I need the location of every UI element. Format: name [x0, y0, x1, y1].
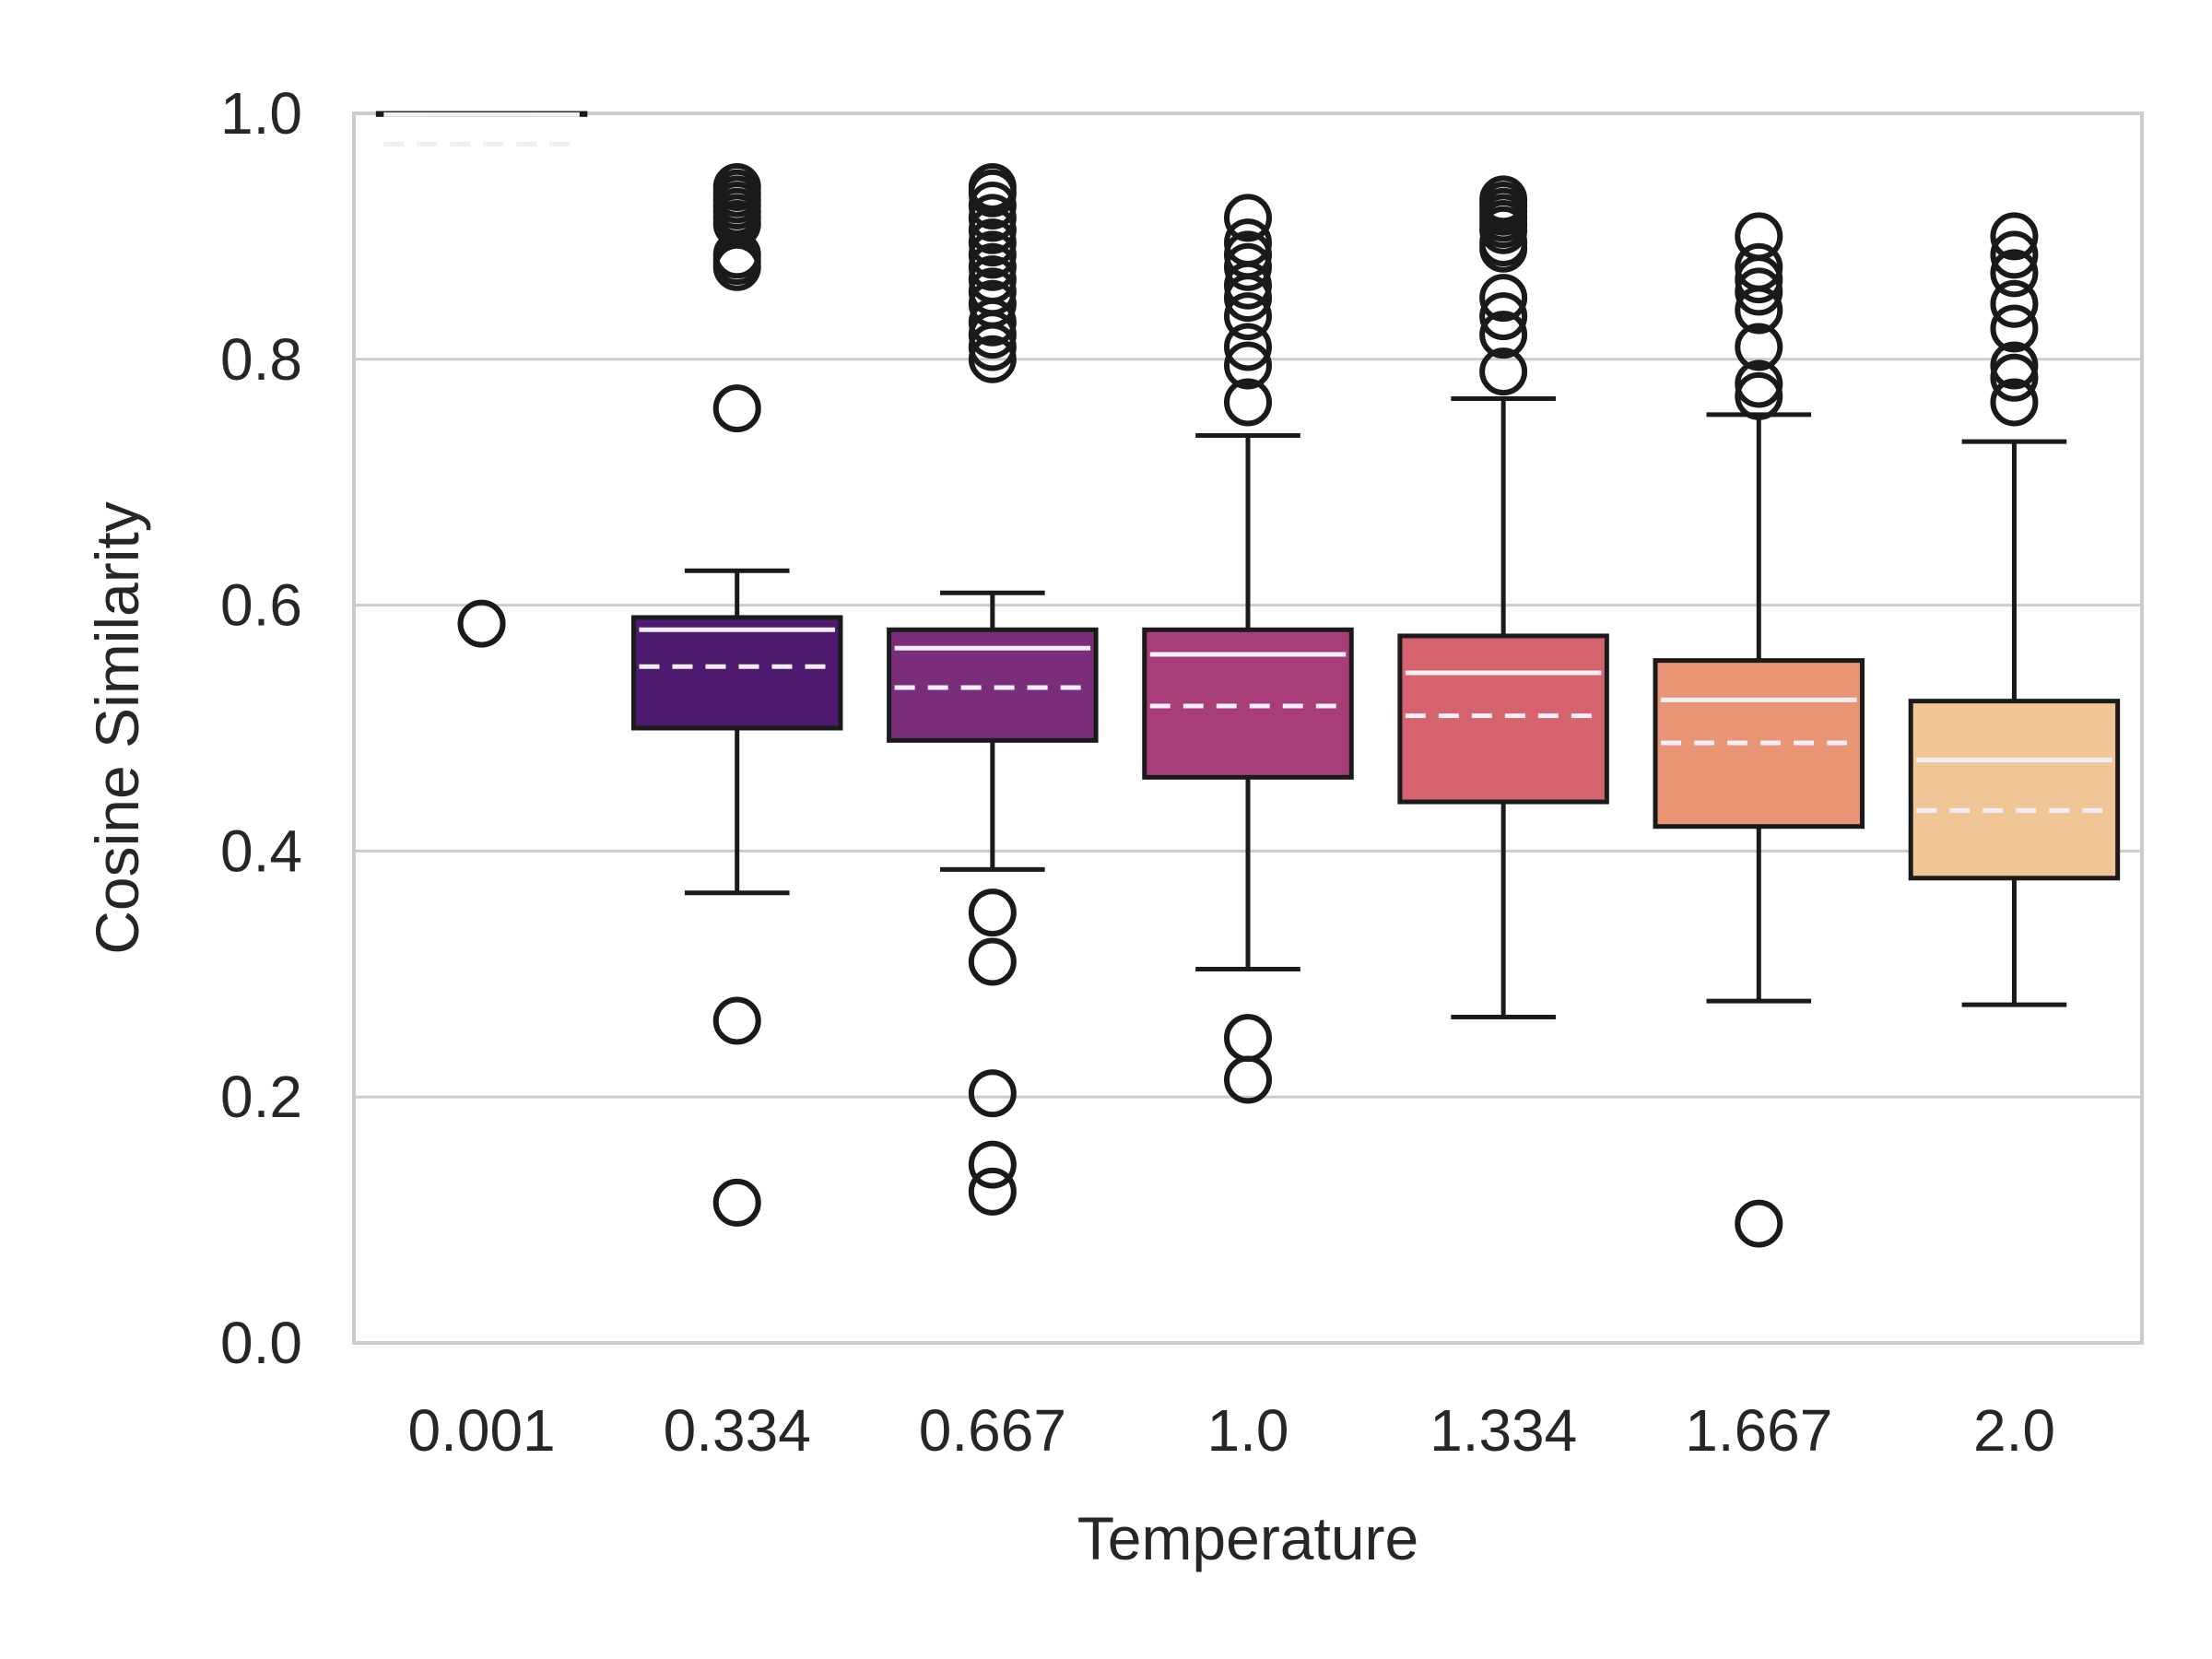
box-2.0 — [1908, 212, 2121, 1007]
outlier-point — [1990, 279, 2039, 328]
outlier-point — [1224, 218, 1272, 267]
x-tick-label: 0.667 — [919, 1397, 1066, 1464]
outlier-point — [1479, 274, 1528, 323]
outlier-point — [712, 163, 761, 212]
iqr-box — [1142, 627, 1354, 780]
outlier-point — [1224, 230, 1272, 279]
outlier-point — [1479, 311, 1528, 359]
outlier-point — [1224, 378, 1272, 427]
x-axis-label: Temperature — [1077, 1504, 1419, 1572]
outlier-point — [1990, 212, 2039, 261]
box-0.334 — [630, 163, 843, 1227]
outlier-point — [968, 1140, 1017, 1189]
x-tick-label: 1.0 — [1207, 1397, 1289, 1464]
outlier-point — [1990, 353, 2039, 402]
x-tick-labels: 0.001 0.334 0.667 1.0 1.334 1.667 2.0 — [407, 1397, 2054, 1464]
x-tick-label: 0.001 — [407, 1397, 555, 1464]
outlier-point — [968, 937, 1017, 986]
outlier-point — [968, 182, 1017, 230]
outlier-point — [968, 218, 1017, 267]
x-tick-label: 2.0 — [1973, 1397, 2055, 1464]
outlier-point — [1224, 242, 1272, 291]
outlier-point — [712, 996, 761, 1045]
outlier-point — [1224, 292, 1272, 341]
plot-frame — [352, 112, 2144, 1345]
outlier-point — [1735, 1199, 1783, 1248]
x-tick-label: 1.334 — [1430, 1397, 1577, 1464]
outlier-point — [968, 335, 1017, 383]
box-0.001 — [375, 111, 588, 648]
outlier-point — [968, 163, 1017, 212]
outlier-point — [712, 384, 761, 433]
outlier-point — [1990, 249, 2039, 298]
outlier-point — [968, 255, 1017, 304]
outlier-point — [1990, 304, 2039, 353]
boxes-group — [375, 111, 2121, 1248]
outlier-point — [1735, 242, 1783, 291]
iqr-box — [1397, 633, 1609, 805]
outlier-point — [1479, 347, 1528, 396]
y-tick-label: 0.2 — [220, 1064, 302, 1130]
y-tick-label: 0.4 — [220, 818, 302, 884]
outlier-point — [968, 1069, 1017, 1118]
outlier-point — [1224, 194, 1272, 242]
outlier-point — [1224, 341, 1272, 390]
box-1.334 — [1397, 175, 1609, 1019]
outlier-point — [968, 888, 1017, 937]
outlier-point — [1735, 359, 1783, 408]
box-0.667 — [887, 163, 1099, 1216]
outlier-point — [1990, 341, 2039, 390]
box-1.667 — [1653, 212, 1865, 1248]
iqr-box — [1908, 699, 2121, 881]
y-tick-labels: 0.0 0.2 0.4 0.6 0.8 1.0 — [220, 80, 302, 1376]
outlier-point — [1735, 323, 1783, 371]
outlier-point — [968, 1167, 1017, 1216]
outlier-point — [712, 1178, 761, 1227]
y-tick-label: 1.0 — [220, 80, 302, 147]
outlier-point — [1224, 1055, 1272, 1104]
x-tick-label: 1.667 — [1685, 1397, 1832, 1464]
outlier-point — [1735, 371, 1783, 420]
outlier-point — [1990, 230, 2039, 279]
iqr-box — [1653, 658, 1865, 830]
outlier-point — [1735, 212, 1783, 261]
y-axis-label: Cosine Similarity — [83, 501, 151, 954]
outlier-point — [457, 599, 506, 648]
y-tick-label: 0.8 — [220, 326, 302, 393]
outlier-point — [1479, 175, 1528, 224]
outlier-point — [968, 279, 1017, 328]
iqr-box — [630, 615, 843, 731]
outlier-point — [968, 242, 1017, 291]
outlier-point — [1224, 323, 1272, 371]
box-1.0 — [1142, 194, 1354, 1104]
outlier-point — [968, 267, 1017, 316]
y-tick-label: 0.6 — [220, 572, 302, 639]
outlier-point — [1479, 292, 1528, 341]
outlier-point — [1990, 378, 2039, 427]
x-tick-label: 0.334 — [664, 1397, 811, 1464]
y-tick-label: 0.0 — [220, 1310, 302, 1376]
outlier-point — [968, 194, 1017, 242]
outlier-point — [1735, 267, 1783, 316]
outlier-point — [968, 230, 1017, 279]
